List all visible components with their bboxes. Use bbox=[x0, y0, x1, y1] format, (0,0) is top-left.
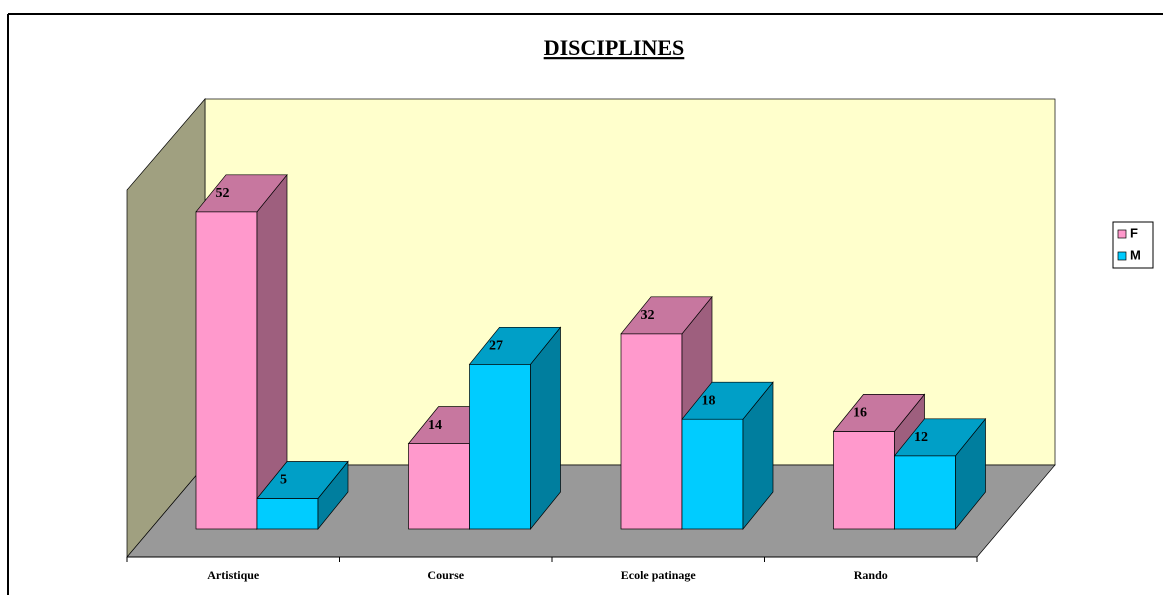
bar-front bbox=[195, 211, 258, 530]
bar bbox=[195, 173, 288, 530]
value-label: 5 bbox=[280, 473, 287, 488]
bar-top bbox=[620, 296, 713, 335]
value-label: 12 bbox=[914, 430, 928, 445]
value-label: 14 bbox=[428, 418, 442, 433]
legend-swatch bbox=[1117, 251, 1127, 261]
bar-front bbox=[408, 443, 470, 530]
x-tick-label: Course bbox=[427, 568, 464, 582]
bar bbox=[256, 460, 349, 530]
x-tick-label: Ecole patinage bbox=[621, 568, 697, 582]
bar-front bbox=[620, 333, 683, 530]
bar-top bbox=[832, 394, 926, 432]
legend-label: F bbox=[1130, 225, 1138, 240]
value-label: 18 bbox=[702, 393, 716, 408]
value-label: 32 bbox=[641, 308, 655, 323]
x-tick-label: Artistique bbox=[207, 568, 260, 582]
bar-top bbox=[468, 326, 562, 365]
legend-label: M bbox=[1130, 247, 1141, 262]
bar bbox=[681, 381, 774, 530]
x-tick-label: Rando bbox=[854, 568, 888, 582]
bar bbox=[893, 417, 987, 530]
bar-top bbox=[893, 418, 987, 457]
bar-front bbox=[469, 363, 531, 530]
bar bbox=[468, 326, 562, 530]
bar-front bbox=[681, 418, 744, 530]
bar-top bbox=[681, 381, 774, 420]
bar-top bbox=[256, 461, 349, 499]
bar-front bbox=[833, 431, 895, 530]
bar-front bbox=[894, 455, 956, 530]
value-label: 27 bbox=[489, 339, 503, 354]
chart-title: DISCIPLINES bbox=[544, 35, 685, 60]
value-label: 52 bbox=[216, 186, 230, 201]
bar-top bbox=[195, 174, 288, 213]
bar-front bbox=[256, 498, 319, 530]
legend-swatch bbox=[1117, 229, 1127, 239]
value-label: 16 bbox=[853, 406, 867, 421]
